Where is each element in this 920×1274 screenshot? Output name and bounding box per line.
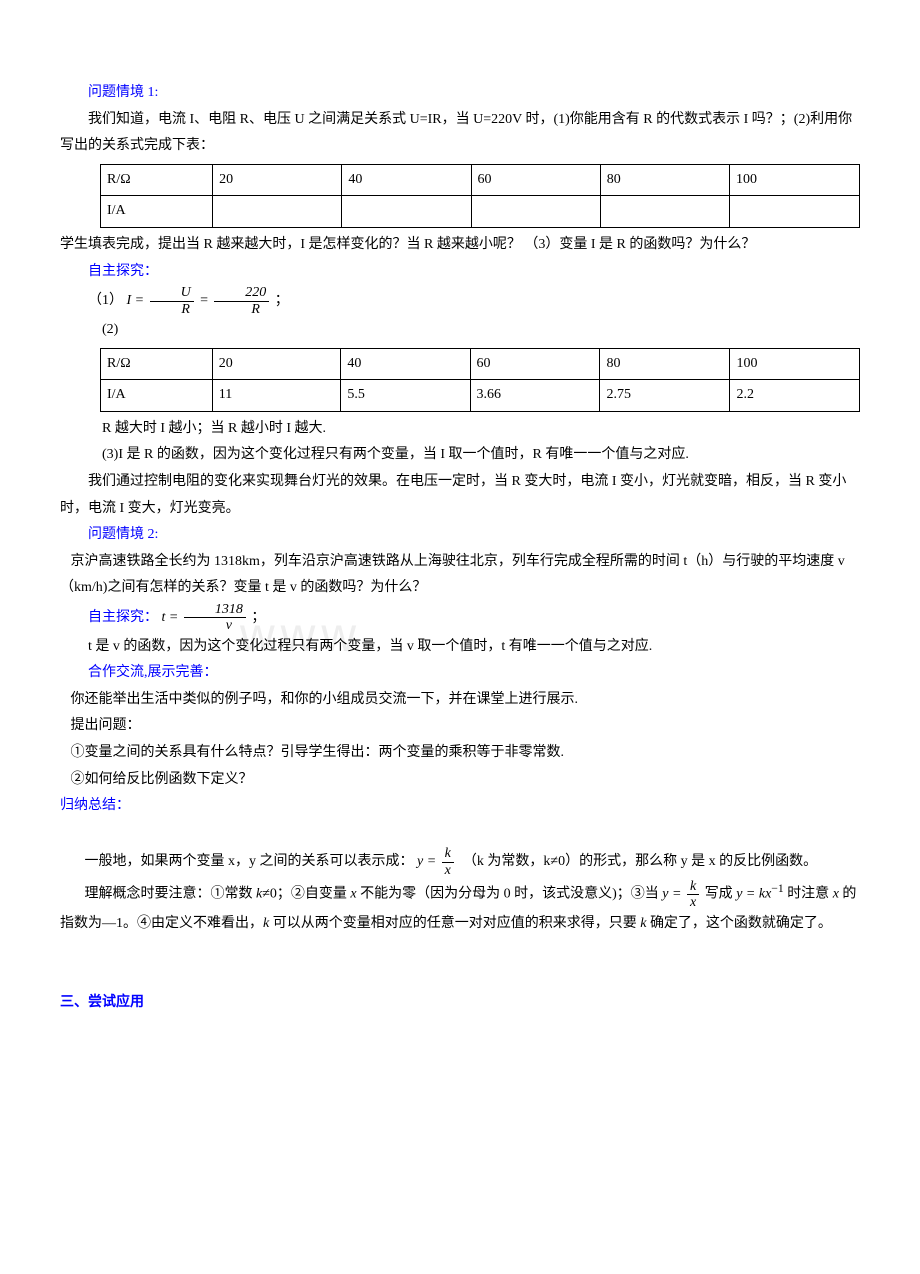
section2-p2: (2) xyxy=(60,317,860,344)
fraction: 220 R xyxy=(214,285,269,317)
cell xyxy=(213,196,342,228)
formula-lhs: y xyxy=(662,887,668,902)
cell xyxy=(600,196,729,228)
denominator: v xyxy=(184,618,246,633)
section5-p4-text: ②如何给反比例函数下定义？ xyxy=(71,772,253,787)
denominator: x xyxy=(687,895,699,910)
formula-kx: y = kx xyxy=(736,887,771,902)
fraction: k x xyxy=(687,879,699,911)
table-row: I/A 11 5.5 3.66 2.75 2.2 xyxy=(101,380,860,412)
cell: R/Ω xyxy=(101,164,213,196)
cell: 40 xyxy=(341,348,470,380)
section3-p1-text: 京沪高速铁路全长约为 1318km，列车沿京沪高速铁路从上海驶往北京，列车行完成… xyxy=(60,554,845,596)
cell xyxy=(471,196,600,228)
section6-p2: 理解概念时要注意：①常数 k ≠0；②自变量 x 不能为零（因为分母为 0 时，该… xyxy=(60,878,860,937)
section7-title-text: 三、尝试应用 xyxy=(60,995,144,1010)
numerator: U xyxy=(150,285,194,301)
cell xyxy=(729,196,859,228)
section3-p1: 京沪高速铁路全长约为 1318km，列车沿京沪高速铁路从上海驶往北京，列车行完成… xyxy=(60,549,860,602)
section4-line: 自主探究： t = 1318 v ； xyxy=(60,602,860,634)
section7-title: 三、尝试应用 xyxy=(60,990,860,1017)
fraction: 1318 v xyxy=(184,602,246,634)
section3-title: 问题情境 2: xyxy=(60,522,860,549)
section6-p1a: 一般地，如果两个变量 x，y 之间的关系可以表示成： xyxy=(85,855,414,870)
t: 理解概念时要注意：①常数 xyxy=(85,887,257,902)
section2-p5: 我们通过控制电阻的变化来实现舞台灯光的效果。在电压一定时，当 R 变大时，电流 … xyxy=(60,469,860,522)
superscript: −1 xyxy=(771,882,783,895)
section2-p4: (3)I 是 R 的函数，因为这个变化过程只有两个变量，当 I 取一个值时，R … xyxy=(60,442,860,469)
formula-lhs: t xyxy=(162,610,166,625)
section1-p2: 学生填表完成，提出当 R 越来越大时，I 是怎样变化的？当 R 越来越小呢？ （… xyxy=(60,232,860,259)
cell: I/A xyxy=(101,196,213,228)
cell: 3.66 xyxy=(470,380,600,412)
section5-p3: ①变量之间的关系具有什么特点？引导学生得出：两个变量的乘积等于非零常数. xyxy=(60,740,860,767)
equals: = xyxy=(672,887,685,902)
t: ≠0；②自变量 xyxy=(262,887,350,902)
cell xyxy=(342,196,471,228)
denominator: R xyxy=(150,302,194,317)
section6-title: 归纳总结： xyxy=(60,793,860,820)
numerator: k xyxy=(442,846,454,862)
fraction: U R xyxy=(150,285,194,317)
section5-p3-text: ①变量之间的关系具有什么特点？引导学生得出：两个变量的乘积等于非零常数. xyxy=(71,745,565,760)
fraction: k x xyxy=(442,846,454,878)
table-row: I/A xyxy=(101,196,860,228)
section5-p1: 你还能举出生活中类似的例子吗，和你的小组成员交流一下，并在课堂上进行展示. xyxy=(60,687,860,714)
section5-p1-text: 你还能举出生活中类似的例子吗，和你的小组成员交流一下，并在课堂上进行展示. xyxy=(71,692,579,707)
cell: 5.5 xyxy=(341,380,470,412)
cell: 60 xyxy=(470,348,600,380)
t: 不能为零（因为分母为 0 时，该式没意义)；③当 xyxy=(357,887,659,902)
cell: 80 xyxy=(600,164,729,196)
cell: 11 xyxy=(212,380,341,412)
section5-p2-text: 提出问题： xyxy=(71,718,141,733)
section4-title: 自主探究： xyxy=(88,610,158,625)
table2: R/Ω 20 40 60 80 100 I/A 11 5.5 3.66 2.75… xyxy=(100,348,860,412)
numerator: 1318 xyxy=(184,602,246,618)
table-row: R/Ω 20 40 60 80 100 xyxy=(101,164,860,196)
equals: = xyxy=(199,293,212,308)
section5-p2: 提出问题： xyxy=(60,713,860,740)
cell: 20 xyxy=(212,348,341,380)
section2-title: 自主探究： xyxy=(60,259,860,286)
numerator: 220 xyxy=(214,285,269,301)
cell: R/Ω xyxy=(101,348,213,380)
section4-p1: t 是 v 的函数，因为这个变化过程只有两个变量，当 v 取一个值时，t 有唯一… xyxy=(60,634,860,661)
table-row: R/Ω 20 40 60 80 100 xyxy=(101,348,860,380)
cell: 100 xyxy=(730,348,860,380)
semicolon: ； xyxy=(251,610,265,625)
section2-p3: R 越大时 I 越小；当 R 越小时 I 越大. xyxy=(60,416,860,443)
equals: = xyxy=(427,855,440,870)
section6-p1b: （k 为常数，k≠0）的形式，那么称 y 是 x 的反比例函数。 xyxy=(463,855,817,870)
denominator: R xyxy=(214,302,269,317)
cell: 2.75 xyxy=(600,380,730,412)
section1-title: 问题情境 1: xyxy=(60,80,860,107)
cell: 100 xyxy=(729,164,859,196)
t: 可以从两个变量相对应的任意一对对应值的积来求得，只要 xyxy=(269,916,640,931)
equals: = xyxy=(135,293,148,308)
formula-lhs: y xyxy=(417,855,423,870)
cell: 60 xyxy=(471,164,600,196)
cell: I/A xyxy=(101,380,213,412)
cell: 20 xyxy=(213,164,342,196)
denominator: x xyxy=(442,863,454,878)
equals: = xyxy=(169,610,182,625)
t: 确定了，这个函数就确定了。 xyxy=(646,916,832,931)
formula-lhs: I xyxy=(127,293,132,308)
cell: 40 xyxy=(342,164,471,196)
section6-p1: 一般地，如果两个变量 x，y 之间的关系可以表示成： y = k x （k 为常… xyxy=(60,846,860,878)
cell: 80 xyxy=(600,348,730,380)
section5-p4: ②如何给反比例函数下定义？ xyxy=(60,767,860,794)
section5-title: 合作交流,展示完善： xyxy=(60,660,860,687)
semicolon: ； xyxy=(275,293,289,308)
formula-prefix: （1） xyxy=(88,293,123,308)
t: 时注意 xyxy=(787,887,833,902)
cell: 2.2 xyxy=(730,380,860,412)
numerator: k xyxy=(687,879,699,895)
section2-formula1: （1） I = U R = 220 R ； xyxy=(60,285,860,317)
section1-p1: 我们知道，电流 I、电阻 R、电压 U 之间满足关系式 U=IR，当 U=220… xyxy=(60,107,860,160)
table1: R/Ω 20 40 60 80 100 I/A xyxy=(100,164,860,228)
t: 写成 xyxy=(705,887,733,902)
